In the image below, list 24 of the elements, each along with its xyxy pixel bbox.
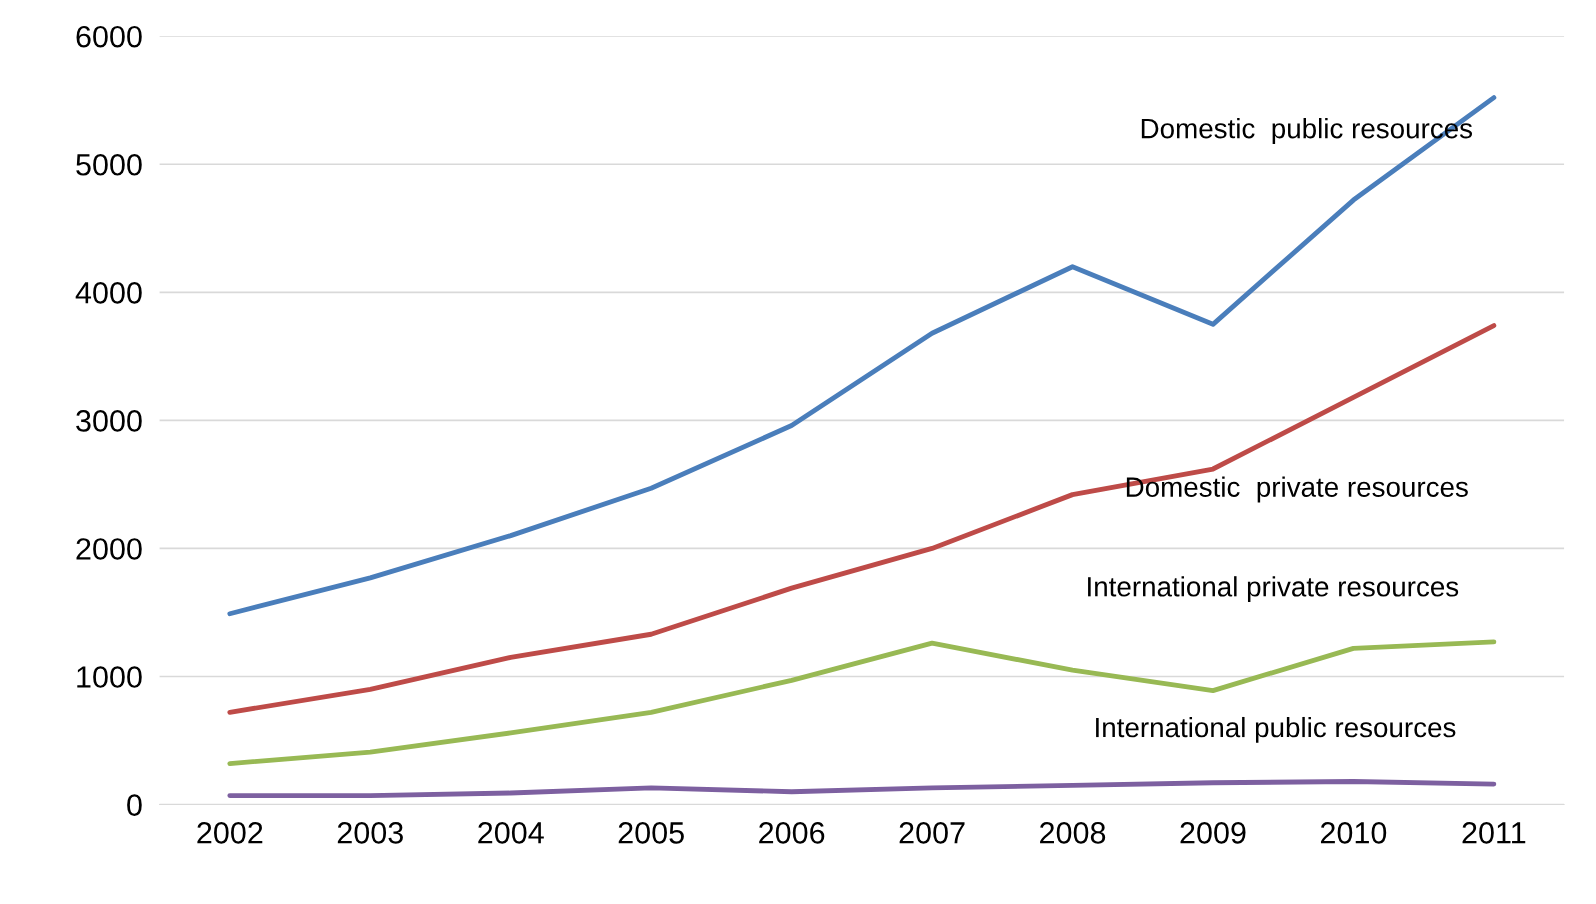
x-tick-label: 2008 bbox=[1040, 822, 1106, 844]
x-tick-label: 2007 bbox=[899, 822, 965, 844]
y-tick-label: 1000 bbox=[77, 666, 142, 688]
x-tick-label: 2011 bbox=[1462, 822, 1526, 844]
y-tick-label: 6000 bbox=[76, 25, 142, 48]
y-tick-label: 3000 bbox=[76, 410, 142, 432]
line-series bbox=[227, 639, 1497, 767]
y-tick-label: 5000 bbox=[76, 153, 142, 176]
series-label: Domestic private resources bbox=[1126, 476, 1468, 503]
line-series bbox=[227, 779, 1497, 799]
y-tick-label: 2000 bbox=[76, 538, 142, 560]
x-tick-label: 2004 bbox=[478, 822, 544, 844]
x-tick-label: 2005 bbox=[618, 822, 684, 844]
x-tick-label: 2003 bbox=[337, 822, 403, 844]
x-tick-label: 2002 bbox=[197, 822, 263, 844]
line-series bbox=[227, 95, 1497, 617]
line-series bbox=[227, 323, 1497, 715]
y-tick-label: 4000 bbox=[75, 282, 142, 304]
series-label: International private resources bbox=[1088, 576, 1459, 603]
x-tick-label: 2009 bbox=[1180, 822, 1246, 844]
x-tick-label: 2006 bbox=[759, 822, 825, 844]
y-tick-label: 0 bbox=[127, 794, 142, 816]
x-tick-label: 2010 bbox=[1320, 822, 1387, 844]
series-label: International public resources bbox=[1096, 716, 1456, 743]
